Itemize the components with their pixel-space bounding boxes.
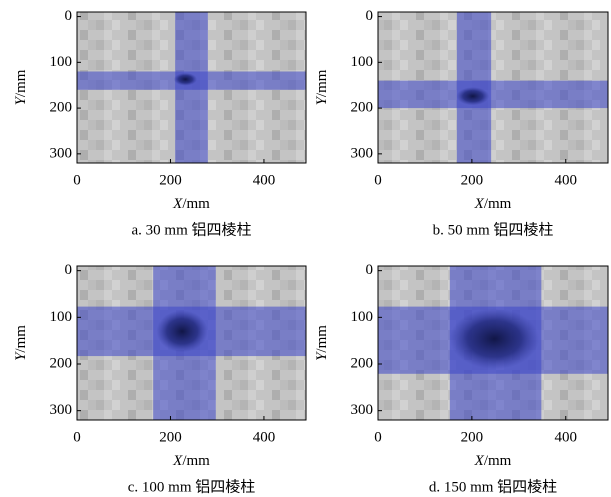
plot-frame — [377, 265, 609, 421]
x-tick-label: 400 — [555, 172, 578, 188]
plot-frame — [76, 265, 307, 421]
y-label-unit: /mm — [13, 69, 29, 97]
x-label-unit: /mm — [484, 453, 512, 469]
y-label-unit: /mm — [314, 69, 330, 97]
y-tick-label: 200 — [50, 100, 73, 116]
horizontal-band — [378, 80, 608, 109]
y-tick-label: 0 — [366, 8, 374, 24]
x-axis-label: X/mm — [474, 196, 512, 212]
x-tick-label: 200 — [159, 429, 182, 445]
y-tick-label: 300 — [50, 145, 73, 161]
x-label-symbol: X — [474, 453, 485, 469]
x-tick-label: 200 — [461, 172, 484, 188]
y-tick-label: 200 — [351, 100, 374, 116]
y-tick-label: 100 — [351, 54, 374, 70]
x-axis-label: X/mm — [172, 196, 210, 212]
y-label-symbol: Y — [13, 95, 29, 105]
panel-caption: d. 150 mm 铝四棱柱 — [429, 478, 557, 495]
panel-caption: b. 50 mm 铝四棱柱 — [433, 221, 554, 238]
y-axis-label: Y/mm — [314, 325, 330, 361]
y-tick-label: 0 — [366, 262, 374, 278]
plot-frame — [377, 11, 609, 164]
y-tick-label: 100 — [351, 309, 374, 325]
defect-spot — [449, 308, 539, 370]
x-label-unit: /mm — [484, 196, 512, 212]
x-label-unit: /mm — [182, 453, 210, 469]
y-axis-label: Y/mm — [13, 69, 29, 105]
x-label-symbol: X — [172, 196, 183, 212]
y-tick-label: 0 — [65, 8, 73, 24]
plot-frame — [76, 11, 307, 164]
x-tick-label: 400 — [253, 429, 276, 445]
vertical-band — [175, 12, 208, 163]
y-tick-label: 100 — [50, 54, 73, 70]
x-tick-label: 0 — [374, 172, 382, 188]
y-label-symbol: Y — [13, 351, 29, 361]
defect-spot — [156, 310, 208, 353]
panel-caption: c. 100 mm 铝四棱柱 — [128, 478, 256, 495]
x-tick-label: 400 — [555, 429, 578, 445]
y-axis-label: Y/mm — [13, 325, 29, 361]
panel-caption: a. 30 mm 铝四棱柱 — [132, 221, 252, 238]
x-label-symbol: X — [172, 453, 183, 469]
y-tick-label: 300 — [50, 402, 73, 418]
y-axis-label: Y/mm — [314, 69, 330, 105]
x-tick-label: 0 — [73, 172, 81, 188]
x-tick-label: 0 — [374, 429, 382, 445]
x-label-symbol: X — [474, 196, 485, 212]
x-axis-label: X/mm — [172, 453, 210, 469]
defect-spot — [456, 87, 490, 106]
y-tick-label: 300 — [351, 402, 374, 418]
y-label-unit: /mm — [13, 325, 29, 353]
y-label-symbol: Y — [314, 351, 330, 361]
x-tick-label: 200 — [461, 429, 484, 445]
defect-spot — [173, 72, 198, 86]
x-label-unit: /mm — [182, 196, 210, 212]
y-label-symbol: Y — [314, 95, 330, 105]
y-tick-label: 200 — [50, 355, 73, 371]
x-tick-label: 200 — [159, 172, 182, 188]
y-tick-label: 0 — [65, 262, 73, 278]
y-tick-label: 200 — [351, 355, 374, 371]
y-tick-label: 100 — [50, 309, 73, 325]
x-tick-label: 400 — [253, 172, 276, 188]
y-label-unit: /mm — [314, 325, 330, 353]
x-tick-label: 0 — [73, 429, 81, 445]
y-tick-label: 300 — [351, 145, 374, 161]
x-axis-label: X/mm — [474, 453, 512, 469]
